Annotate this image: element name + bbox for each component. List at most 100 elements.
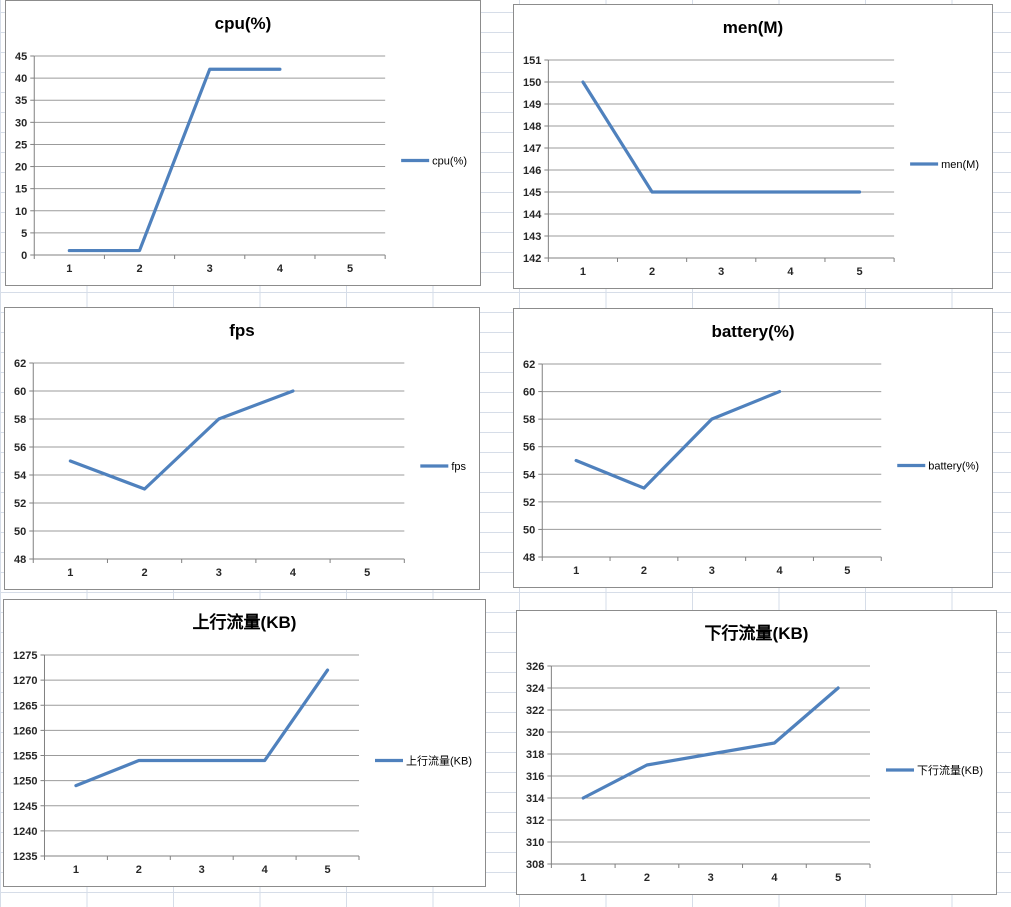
legend[interactable]: 上行流量(KB) — [375, 754, 472, 768]
x-tick-label: 1 — [66, 263, 72, 275]
x-tick-label: 5 — [835, 872, 841, 884]
y-tick-label: 146 — [523, 165, 541, 177]
y-tick-label: 1245 — [13, 801, 37, 813]
x-tick-label: 2 — [644, 872, 650, 884]
y-tick-label: 58 — [523, 414, 535, 426]
y-tick-label: 316 — [526, 771, 544, 783]
y-tick-label: 40 — [15, 73, 27, 85]
chart-title: 下行流量(KB) — [704, 624, 809, 643]
y-tick-label: 50 — [14, 526, 26, 538]
x-tick-label: 3 — [718, 266, 724, 278]
x-tick-label: 4 — [262, 864, 269, 876]
y-tick-label: 318 — [526, 749, 544, 761]
y-tick-label: 58 — [14, 414, 26, 426]
x-tick-label: 2 — [142, 567, 148, 579]
y-tick-label: 148 — [523, 121, 541, 133]
series-line — [67, 67, 282, 253]
chart-title: 上行流量(KB) — [192, 613, 297, 632]
series-line — [74, 668, 330, 788]
legend-label: 上行流量(KB) — [406, 754, 472, 768]
x-tick-label: 5 — [324, 864, 330, 876]
x-tick-label: 4 — [771, 872, 778, 884]
x-tick-label: 1 — [73, 864, 79, 876]
x-tick-label: 3 — [708, 872, 714, 884]
chart-download-traffic[interactable]: 308 310 312 314 316 318 320 322 324 326 1 2 3 4 5 下行流量(… — [516, 610, 997, 895]
x-tick-label: 5 — [844, 565, 850, 577]
x-tick-label: 3 — [216, 567, 222, 579]
y-tick-label: 149 — [523, 99, 541, 111]
y-tick-label: 1265 — [13, 700, 37, 712]
x-tick-label: 5 — [856, 266, 862, 278]
y-tick-label: 1240 — [13, 826, 37, 838]
x-tick-label: 4 — [277, 263, 284, 275]
chart-title: cpu(%) — [214, 14, 272, 33]
y-tick-label: 1235 — [13, 851, 37, 863]
y-tick-label: 145 — [523, 187, 541, 199]
legend[interactable]: 下行流量(KB) — [886, 763, 983, 777]
y-tick-label: 30 — [15, 117, 27, 129]
legend[interactable]: cpu(%) — [401, 156, 467, 168]
series-line — [581, 80, 862, 194]
x-tick-label: 4 — [776, 565, 783, 577]
y-tick-label: 326 — [526, 661, 544, 673]
x-tick-label: 1 — [573, 565, 579, 577]
y-tick-label: 48 — [14, 554, 26, 566]
y-tick-label: 320 — [526, 727, 544, 739]
y-tick-label: 1250 — [13, 776, 37, 788]
y-tick-label: 62 — [14, 358, 26, 370]
x-tick-label: 2 — [136, 864, 142, 876]
chart-title: men(M) — [722, 18, 784, 37]
series-line — [574, 389, 782, 490]
chart-upload-traffic[interactable]: 1235 1240 1245 1250 1255 1260 1265 1270 1275 1 2 3 4… — [3, 599, 486, 887]
x-tick-label: 1 — [580, 872, 586, 884]
legend[interactable]: battery(%) — [897, 461, 979, 473]
y-tick-label: 1260 — [13, 725, 37, 737]
x-tick-label: 3 — [207, 263, 213, 275]
x-tick-label: 5 — [364, 567, 370, 579]
y-tick-label: 142 — [523, 253, 541, 265]
y-tick-label: 144 — [523, 209, 542, 221]
x-tick-label: 1 — [67, 567, 73, 579]
x-tick-label: 2 — [641, 565, 647, 577]
chart-fps-canvas: 48 50 52 54 56 58 60 62 1 2 3 4 5 fps — [14, 358, 466, 579]
x-tick-label: 2 — [136, 263, 142, 275]
chart-cpu-percent[interactable]: 0 5 10 15 20 25 30 35 40 45 1 2 3 4 5 cpu(%) cpu(%) — [5, 0, 481, 286]
y-tick-label: 1275 — [13, 650, 37, 662]
y-tick-label: 15 — [15, 184, 27, 196]
y-tick-label: 45 — [15, 51, 27, 63]
y-tick-label: 52 — [14, 498, 26, 510]
chart-battery-canvas: 48 50 52 54 56 58 60 62 1 2 3 4 5 battery(%) — [523, 359, 979, 577]
y-tick-label: 35 — [15, 95, 27, 107]
y-tick-label: 54 — [14, 470, 27, 482]
y-tick-label: 48 — [523, 552, 535, 564]
y-tick-label: 1270 — [13, 675, 37, 687]
legend-label: cpu(%) — [432, 156, 467, 168]
legend-label: 下行流量(KB) — [917, 763, 983, 777]
y-tick-label: 322 — [526, 705, 544, 717]
legend-label: battery(%) — [928, 461, 979, 473]
legend[interactable]: men(M) — [910, 159, 979, 171]
y-tick-label: 52 — [523, 497, 535, 509]
legend-label: men(M) — [941, 159, 979, 171]
chart-title: fps — [229, 321, 255, 340]
y-tick-label: 54 — [523, 469, 536, 481]
y-tick-label: 0 — [21, 250, 27, 262]
y-tick-label: 60 — [523, 387, 535, 399]
y-tick-label: 314 — [526, 793, 545, 805]
x-tick-label: 1 — [580, 266, 586, 278]
y-tick-label: 147 — [523, 143, 541, 155]
series-line — [68, 389, 295, 491]
series-line — [581, 686, 840, 800]
chart-title: battery(%) — [711, 322, 795, 341]
x-tick-label: 2 — [649, 266, 655, 278]
y-tick-label: 56 — [523, 442, 535, 454]
legend[interactable]: fps — [420, 461, 466, 473]
legend-label: fps — [451, 461, 466, 473]
chart-battery-percent[interactable]: 48 50 52 54 56 58 60 62 1 2 3 4 5 battery(%) battery(… — [513, 308, 993, 588]
chart-mem[interactable]: 142 143 144 145 146 147 148 149 150 151 1 2 3 4 5 men(M… — [513, 4, 993, 289]
chart-fps[interactable]: 48 50 52 54 56 58 60 62 1 2 3 4 5 fps fps — [4, 307, 480, 590]
y-tick-label: 324 — [526, 683, 545, 695]
